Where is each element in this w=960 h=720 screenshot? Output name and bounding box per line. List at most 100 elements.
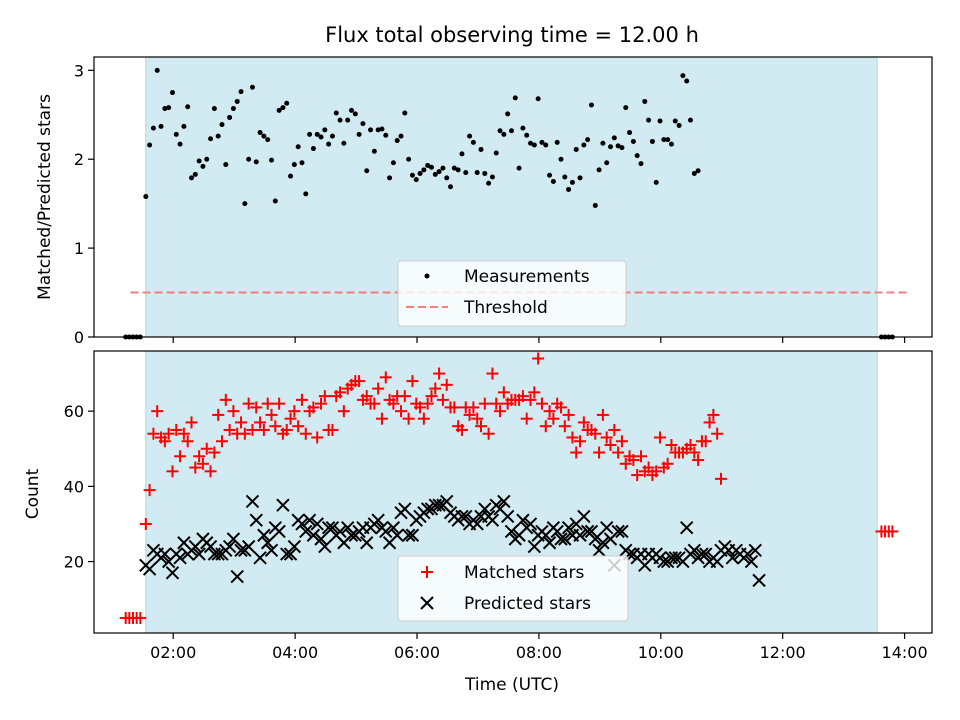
measurement-point bbox=[238, 89, 244, 95]
predicted-stars-point bbox=[599, 521, 614, 535]
matched-stars-point bbox=[212, 408, 225, 421]
bottom-y-tick-label: 20 bbox=[64, 553, 84, 572]
measurement-point bbox=[691, 170, 697, 176]
measurement-point bbox=[528, 140, 534, 146]
measurement-point bbox=[371, 148, 377, 154]
measurement-point bbox=[566, 186, 572, 192]
measurement-point bbox=[478, 146, 484, 152]
measurement-point bbox=[436, 169, 442, 175]
predicted-stars-point bbox=[527, 539, 542, 554]
measurement-point bbox=[375, 127, 381, 133]
measurement-point bbox=[295, 144, 301, 150]
predicted-x-b bbox=[241, 539, 256, 554]
measurement-point bbox=[668, 141, 674, 147]
predicted-x-b bbox=[142, 562, 157, 576]
predicted-stars-point bbox=[379, 524, 393, 539]
matched-stars-point bbox=[189, 461, 202, 474]
matched-stars-point bbox=[467, 401, 480, 414]
predicted-stars-point bbox=[679, 521, 694, 535]
matched-stars-point bbox=[219, 393, 232, 406]
matched-stars-point bbox=[250, 401, 263, 414]
measurement-point bbox=[318, 134, 324, 140]
measurement-point bbox=[535, 96, 541, 102]
matched-stars-point bbox=[494, 405, 507, 418]
predicted-stars-point bbox=[440, 494, 454, 509]
measurement-point bbox=[185, 104, 191, 110]
matched-stars-point bbox=[177, 427, 190, 440]
bottom-panel: 02:00 04:00 06:00 08:00 10:00 12:00 14:00 20 40… bbox=[23, 350, 933, 695]
measurement-point bbox=[413, 177, 419, 183]
matched-stars-point bbox=[398, 390, 411, 403]
matched-stars-point bbox=[315, 397, 328, 410]
matched-stars-point bbox=[634, 450, 647, 463]
matched-stars-point bbox=[475, 420, 488, 433]
predicted-x-b bbox=[573, 528, 587, 542]
matched-stars-point bbox=[707, 408, 720, 421]
matched-stars-point bbox=[185, 416, 198, 429]
measurement-point bbox=[280, 105, 286, 111]
measurement-point bbox=[257, 130, 263, 136]
predicted-stars-point bbox=[249, 513, 263, 527]
predicted-stars-point bbox=[226, 532, 241, 546]
measurement-point bbox=[143, 194, 149, 200]
predicted-x-b bbox=[588, 532, 602, 546]
matched-stars-point bbox=[204, 465, 217, 478]
bottom-y-axis-label: Count bbox=[23, 468, 43, 519]
matched-stars-point bbox=[318, 390, 331, 403]
predicted-stars-point bbox=[253, 551, 267, 565]
measurement-point bbox=[672, 118, 678, 124]
measurement-point bbox=[428, 164, 434, 170]
matched-stars-point bbox=[524, 393, 537, 406]
predicted-x-b bbox=[226, 532, 241, 546]
predicted-stars-point bbox=[516, 513, 530, 527]
measurement-point bbox=[288, 173, 294, 179]
measurement-point bbox=[356, 131, 362, 137]
matched-stars-point bbox=[181, 435, 194, 448]
top-legend-box bbox=[397, 260, 627, 327]
matched-stars-point bbox=[299, 427, 312, 440]
predicted-x-b bbox=[679, 521, 694, 535]
predicted-stars-point bbox=[611, 524, 625, 539]
predicted-stars-point bbox=[192, 547, 206, 561]
matched-stars-point bbox=[574, 435, 587, 448]
measurement-point bbox=[539, 139, 545, 145]
matched-stars-point bbox=[482, 427, 495, 440]
predicted-stars-point bbox=[295, 517, 309, 531]
matched-stars-point bbox=[562, 408, 575, 421]
matched-stars-point bbox=[516, 390, 529, 403]
matched-stars-point bbox=[360, 390, 373, 403]
matched-stars-point bbox=[688, 446, 701, 459]
matched-stars-point bbox=[711, 427, 724, 440]
predicted-x-b bbox=[542, 536, 557, 550]
predicted-stars-point bbox=[264, 543, 279, 557]
legend-measurements-marker bbox=[424, 273, 430, 279]
matched-stars-point bbox=[615, 435, 628, 448]
matched-stars-point bbox=[265, 408, 278, 421]
measurement-point bbox=[204, 156, 210, 162]
measurement-point bbox=[348, 107, 354, 113]
measurement-point bbox=[440, 165, 446, 171]
matched-stars-point bbox=[440, 378, 453, 391]
predicted-x-b bbox=[379, 524, 393, 539]
matched-stars-point bbox=[334, 386, 347, 399]
measurement-point bbox=[246, 156, 252, 162]
matched-stars-point bbox=[196, 457, 209, 470]
predicted-x-b bbox=[299, 524, 313, 539]
matched-stars-point bbox=[547, 412, 560, 425]
measurement-point bbox=[200, 163, 206, 169]
matched-stars-point bbox=[490, 397, 503, 410]
top-legend: Measurements Threshold bbox=[397, 260, 627, 327]
top-x-ticks bbox=[172, 337, 906, 343]
measurement-point bbox=[611, 135, 617, 141]
matched-stars-point bbox=[215, 435, 228, 448]
measurement-point bbox=[451, 165, 457, 171]
measurement-point bbox=[608, 144, 614, 150]
measurement-point bbox=[547, 172, 553, 178]
predicted-stars-point bbox=[344, 528, 359, 542]
predicted-x-b bbox=[695, 547, 709, 561]
measurement-point bbox=[600, 140, 606, 146]
measurement-point bbox=[261, 133, 267, 139]
predicted-stars-point bbox=[306, 528, 321, 542]
measurement-point bbox=[421, 167, 427, 173]
predicted-stars-point bbox=[668, 551, 682, 565]
